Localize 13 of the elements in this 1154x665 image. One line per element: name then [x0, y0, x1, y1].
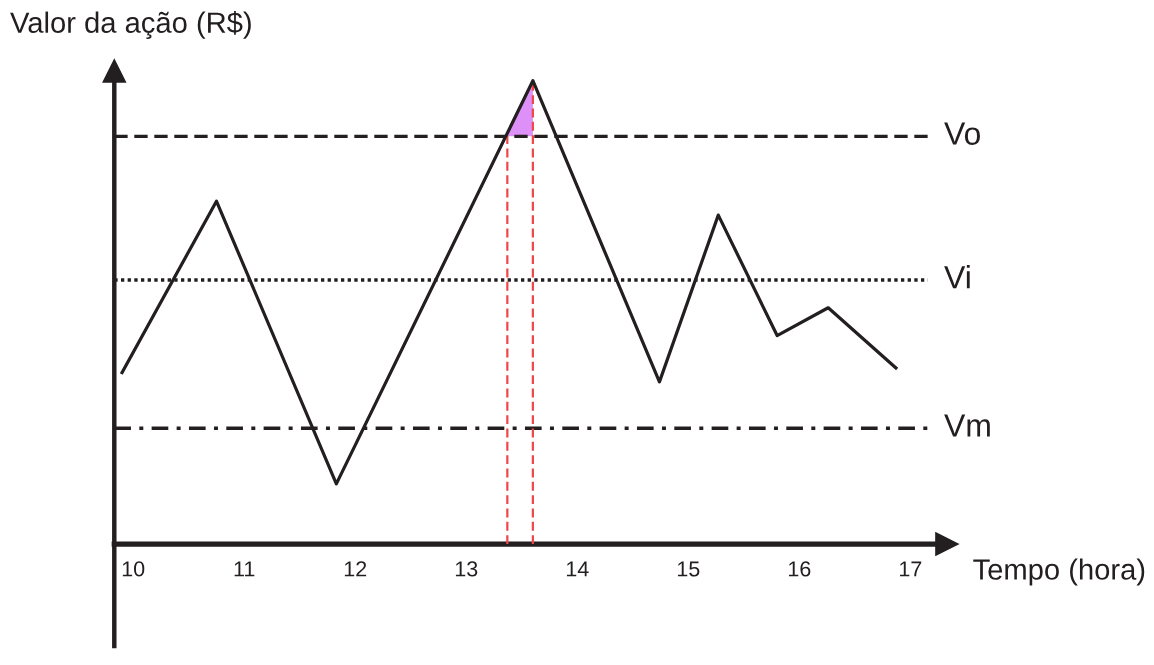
- ref-line-label: Vm: [944, 414, 990, 437]
- ref-line-label: Vi: [944, 265, 970, 289]
- x-tick-label: 14: [566, 561, 589, 577]
- x-tick-label: 16: [789, 561, 811, 577]
- x-tick-label: 11: [234, 561, 255, 577]
- x-tick-label: 10: [122, 561, 145, 577]
- x-tick-label: 12: [344, 561, 367, 577]
- x-axis-title: Tempo (hora): [973, 558, 1145, 586]
- x-tick-label: 17: [900, 561, 922, 577]
- y-axis-title: Valor da ação (R$): [10, 11, 251, 39]
- x-tick-label: 15: [677, 561, 700, 577]
- ref-line-label: Vo: [944, 122, 980, 145]
- x-tick-label: 13: [455, 561, 478, 577]
